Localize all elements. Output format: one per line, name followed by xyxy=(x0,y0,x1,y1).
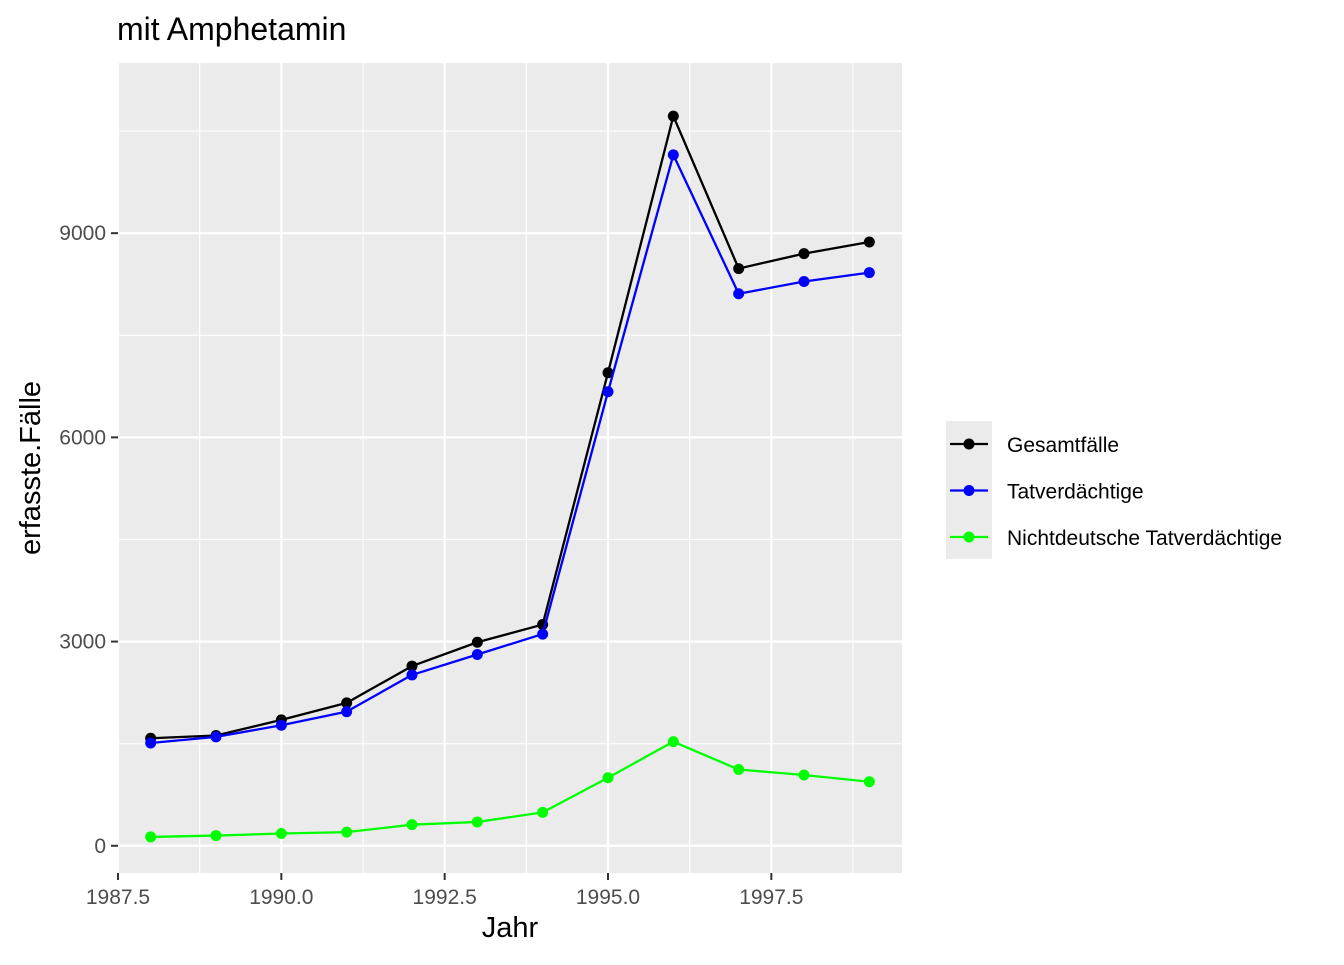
axis-layer: 1987.5 1990.0 1992.5 1995.0 1997.5 0 3000 6000 9… xyxy=(59,222,803,909)
series-3-point xyxy=(341,826,353,838)
plot-panel xyxy=(118,63,902,873)
series-2-point xyxy=(798,275,810,287)
x-axis-label: Jahr xyxy=(482,912,539,944)
series-1-point xyxy=(863,236,875,248)
series-1-point xyxy=(471,636,483,648)
series-2-point xyxy=(406,669,418,681)
series-3-point xyxy=(275,828,287,840)
series-3-point xyxy=(733,764,745,776)
series-2-point xyxy=(863,267,875,279)
chart-title: mit Amphetamin xyxy=(117,11,346,47)
y-tick-label: 9000 xyxy=(59,222,106,245)
y-tick-label: 6000 xyxy=(59,426,106,449)
legend-key-point xyxy=(963,485,975,496)
legend-key-point xyxy=(963,531,975,543)
x-tick-label: 1987.5 xyxy=(86,886,150,909)
series-2-point xyxy=(667,149,679,161)
series-line-2 xyxy=(150,153,870,745)
x-tick-label: 1992.5 xyxy=(413,886,477,909)
series-line-1 xyxy=(150,114,870,740)
series-line-3 xyxy=(150,740,870,839)
x-tick-label: 1990.0 xyxy=(249,886,313,909)
series-3-point xyxy=(406,819,418,831)
legend: Gesamtfälle Tatverdächtige Nichtdeutsche T… xyxy=(946,421,1282,559)
series-layer xyxy=(145,110,875,843)
legend-label: Tatverdächtige xyxy=(1007,481,1144,504)
series-2-point xyxy=(275,719,287,731)
series-1-point xyxy=(733,263,745,275)
y-tick-label: 3000 xyxy=(59,631,106,654)
series-2-point xyxy=(471,649,483,661)
series-2-point xyxy=(537,628,549,640)
series-3-point xyxy=(798,769,810,781)
series-1-point xyxy=(798,248,810,260)
legend-label: Gesamtfälle xyxy=(1007,434,1119,457)
series-3-point xyxy=(667,736,679,748)
series-1-point xyxy=(341,697,353,709)
series-3-point xyxy=(602,772,614,784)
series-2-point xyxy=(145,737,157,749)
legend-key-point xyxy=(963,438,975,450)
x-tick-label: 1995.0 xyxy=(576,886,640,909)
legend-label: Nichtdeutsche Tatverdächtige xyxy=(1007,527,1282,550)
series-3-point xyxy=(210,830,222,842)
series-1-point xyxy=(602,367,614,379)
series-1-point xyxy=(667,110,679,122)
series-2-point xyxy=(602,386,614,398)
grid-layer xyxy=(116,63,902,873)
series-2-point xyxy=(733,288,745,300)
y-tick-label: 0 xyxy=(94,835,106,858)
series-3-point xyxy=(537,806,549,818)
series-3-point xyxy=(471,816,483,828)
series-1-point xyxy=(406,660,418,672)
y-axis-label: erfasste.Fälle xyxy=(15,381,47,555)
series-2-point xyxy=(210,731,222,743)
series-2-point xyxy=(341,706,353,718)
series-3-point xyxy=(145,831,157,843)
series-3-point xyxy=(863,776,875,788)
x-tick-label: 1997.5 xyxy=(739,886,803,909)
